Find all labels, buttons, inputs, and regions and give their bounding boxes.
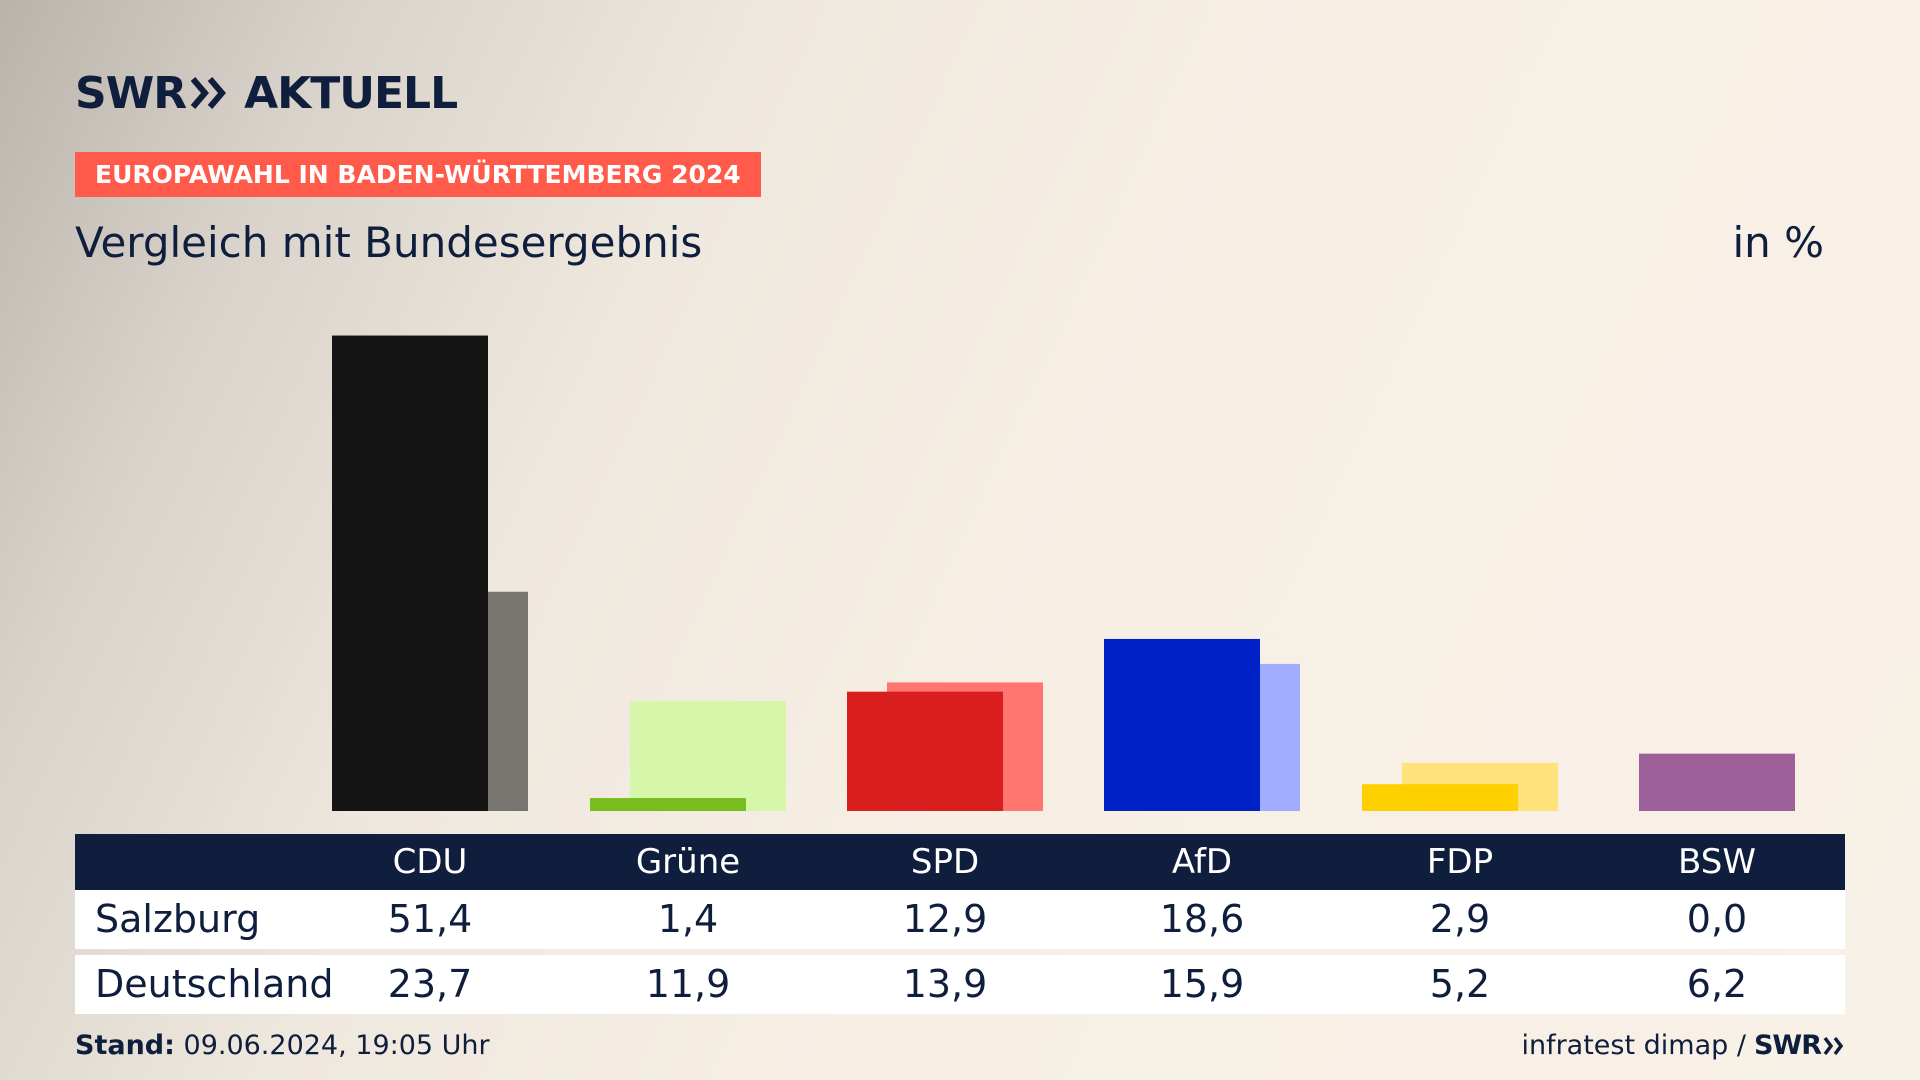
value-fdp-salzburg: 2,9 bbox=[1429, 897, 1491, 941]
value-bsw-deutschland: 6,2 bbox=[1686, 962, 1748, 1006]
column-header-gruene: Grüne bbox=[635, 842, 741, 882]
bar-bsw-deutschland bbox=[1639, 753, 1795, 811]
chart-subtitle: Vergleich mit Bundesergebnis bbox=[75, 218, 703, 267]
value-cdu-deutschland: 23,7 bbox=[387, 962, 473, 1006]
source-credit: infratest dimap / SWR bbox=[1521, 1030, 1845, 1061]
value-cdu-salzburg: 51,4 bbox=[387, 897, 473, 941]
timestamp: Stand: 09.06.2024, 19:05 Uhr bbox=[75, 1030, 490, 1061]
column-header-cdu: CDU bbox=[392, 842, 468, 882]
column-header-bsw: BSW bbox=[1678, 842, 1756, 882]
table-row-salzburg: Salzburg 51,4 1,4 12,9 18,6 2,9 0,0 bbox=[75, 890, 1845, 949]
row-label: Salzburg bbox=[95, 897, 261, 941]
row-label: Deutschland bbox=[95, 962, 334, 1006]
source-logo-text: SWR bbox=[1753, 1030, 1822, 1061]
value-bsw-salzburg: 0,0 bbox=[1686, 897, 1748, 941]
double-chevron-icon bbox=[1823, 1036, 1844, 1055]
source-text: infratest dimap / bbox=[1521, 1030, 1746, 1061]
election-banner: EUROPAWAHL IN BADEN-WÜRTTEMBERG 2024 bbox=[75, 152, 761, 197]
double-chevron-icon bbox=[190, 77, 227, 109]
stand-label: Stand: bbox=[75, 1030, 175, 1061]
logo-text-aktuell: AKTUELL bbox=[244, 67, 458, 119]
bar-spd-salzburg bbox=[847, 691, 1003, 811]
bar-gruene-deutschland bbox=[630, 700, 786, 811]
bar-afd-salzburg bbox=[1104, 638, 1260, 811]
value-spd-salzburg: 12,9 bbox=[902, 897, 988, 941]
bar-gruene-salzburg bbox=[590, 798, 746, 811]
bar-chart bbox=[332, 335, 1795, 811]
stand-value: 09.06.2024, 19:05 Uhr bbox=[183, 1030, 490, 1061]
value-gruene-salzburg: 1,4 bbox=[657, 897, 719, 941]
swr-aktuell-logo: SWR AKTUELL bbox=[75, 67, 458, 119]
value-fdp-deutschland: 5,2 bbox=[1429, 962, 1491, 1006]
table-header: CDU Grüne SPD AfD FDP BSW bbox=[75, 834, 1845, 890]
logo-text-swr: SWR bbox=[75, 67, 187, 119]
column-header-fdp: FDP bbox=[1426, 842, 1494, 882]
bar-fdp-salzburg bbox=[1362, 784, 1518, 811]
results-table: CDU Grüne SPD AfD FDP BSW Salzburg 51,4 1,4 12,… bbox=[75, 834, 1845, 1014]
value-gruene-deutschland: 11,9 bbox=[645, 962, 731, 1006]
value-afd-deutschland: 15,9 bbox=[1159, 962, 1245, 1006]
bar-cdu-salzburg bbox=[332, 335, 488, 811]
column-header-afd: AfD bbox=[1171, 842, 1233, 882]
value-afd-salzburg: 18,6 bbox=[1159, 897, 1245, 941]
unit-label: in % bbox=[1732, 218, 1824, 267]
column-header-spd: SPD bbox=[910, 842, 980, 882]
table-row-deutschland: Deutschland 23,7 11,9 13,9 15,9 5,2 6,2 bbox=[75, 955, 1845, 1014]
value-spd-deutschland: 13,9 bbox=[902, 962, 988, 1006]
